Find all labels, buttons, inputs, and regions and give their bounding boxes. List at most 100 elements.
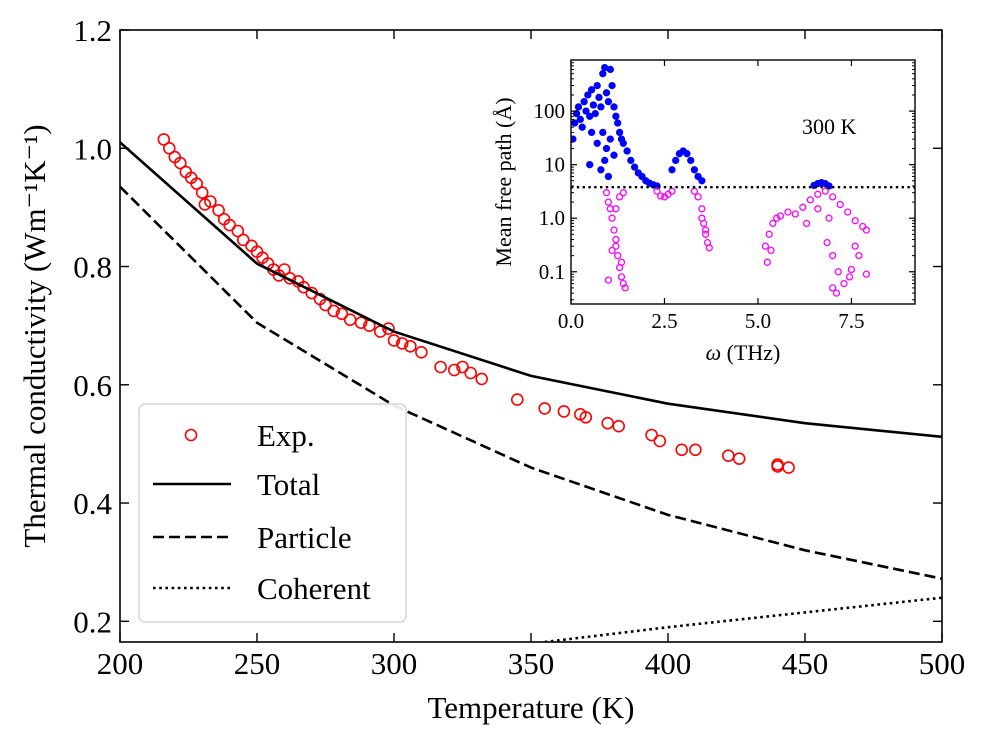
exp-point: [343, 313, 357, 327]
main-x-tick-label: 500: [919, 646, 966, 681]
mfp-point-below: [767, 246, 775, 255]
mfp-point-below: [657, 192, 665, 200]
mfp-point-below: [840, 279, 848, 288]
mfp-point-below: [763, 258, 771, 266]
mfp-point-below: [617, 273, 626, 281]
mfp-point-below: [604, 198, 613, 206]
mfp-point-below: [802, 219, 811, 228]
mfp-point-above: [619, 139, 627, 147]
inset-background: [571, 60, 915, 304]
mfp-point-below: [604, 276, 613, 284]
mfp-point-below: [619, 279, 627, 288]
main-y-axis-label: Thermal conductivity (Wm⁻¹K⁻¹): [17, 124, 52, 547]
exp-point: [335, 307, 349, 321]
main-y-tick-label: 0.6: [73, 368, 112, 403]
mfp-point-below: [855, 251, 863, 260]
inset-x-tick-label: 0.0: [558, 309, 584, 333]
exp-point: [601, 416, 615, 430]
main-x-tick-label: 400: [645, 646, 692, 681]
mfp-point-below: [773, 214, 781, 222]
mfp-point-above: [683, 150, 691, 158]
exp-point: [782, 461, 795, 474]
mfp-point-above: [604, 98, 613, 106]
mfp-point-below: [823, 238, 831, 247]
mfp-point-above: [690, 166, 699, 174]
exp-point: [163, 142, 176, 155]
legend-label-total: Total: [257, 467, 320, 502]
inset-y-axis-label: Mean free path (Å): [491, 97, 516, 266]
mfp-point-below: [610, 226, 618, 234]
exp-point: [675, 443, 689, 457]
exp-point: [404, 339, 417, 353]
mfp-point-above: [610, 103, 618, 111]
mfp-point-above: [599, 128, 607, 137]
mfp-point-above: [601, 156, 609, 165]
mfp-point-above: [610, 151, 618, 159]
exp-point: [354, 316, 368, 330]
mfp-point-below: [859, 222, 867, 231]
inset-plot: 0.0 2.5 5.0 7.5 0.1 1.0 10 100 300 K ω (THz) Me…: [491, 59, 916, 365]
mfp-point-above: [687, 156, 695, 165]
exp-point: [721, 449, 735, 463]
total-line: [120, 141, 942, 439]
exp-point: [538, 402, 552, 415]
exp-point: [327, 304, 341, 318]
main-y-tick-label: 0.8: [73, 250, 112, 285]
mfp-point-below: [845, 273, 854, 281]
inset-x-axis-label: ω (THz): [706, 340, 781, 365]
exp-point: [447, 363, 461, 377]
main-data-layer: [120, 133, 942, 642]
exp-point: [212, 204, 225, 217]
exp-point: [237, 233, 250, 247]
exp-point: [195, 186, 209, 199]
mfp-point-below: [608, 214, 616, 222]
mfp-point-below: [608, 246, 616, 255]
mfp-point-below: [799, 203, 807, 211]
main-ticks: 200 250 300 350 400 450 500 0.2 0.4 0.6 0.8 1.0 1.2: [73, 13, 965, 681]
mfp-point-below: [765, 230, 773, 238]
inset-y-tick-label: 10: [544, 153, 565, 177]
inset-temperature-annotation: 300 K: [802, 114, 857, 139]
mfp-point-above: [668, 166, 676, 174]
mfp-point-below: [806, 196, 814, 204]
mfp-point-above: [612, 112, 620, 120]
main-x-tick-label: 450: [782, 646, 829, 681]
mfp-point-above: [580, 98, 588, 106]
mfp-point-below: [862, 270, 871, 278]
particle-line: [120, 185, 942, 580]
mfp-point-above: [597, 103, 605, 111]
mfp-point-below: [814, 190, 822, 198]
exp-point: [395, 337, 409, 350]
mfp-point-below: [791, 210, 799, 218]
mfp-point-below: [621, 284, 629, 292]
main-x-axis-label: Temperature (K): [428, 690, 635, 725]
legend-label-particle: Particle: [257, 520, 352, 555]
inset-x-tick-label: 2.5: [651, 309, 677, 333]
mfp-point-above: [602, 144, 611, 153]
coherent-line: [544, 596, 942, 642]
mfp-point-below: [612, 235, 620, 244]
exp-point: [204, 195, 217, 208]
mfp-point-above: [593, 139, 601, 147]
legend: Exp. Total Particle Coherent: [138, 403, 407, 623]
inset-y-tick-label: 100: [534, 99, 566, 123]
exp-point: [297, 280, 310, 294]
exp-point: [415, 345, 428, 359]
exp-point: [157, 133, 171, 146]
mfp-point-above: [595, 93, 603, 102]
inset-plot-frame: [570, 59, 916, 305]
mfp-point-below: [617, 258, 626, 266]
mfp-point-below: [769, 219, 777, 228]
main-y-tick-label: 0.2: [73, 604, 112, 639]
mfp-point-below: [851, 242, 859, 250]
main-y-tick-label: 1.2: [73, 13, 112, 48]
exp-point: [689, 443, 702, 457]
exp-point: [612, 419, 626, 433]
mfp-point-below: [701, 226, 710, 234]
mfp-point-above: [586, 161, 594, 169]
mfp-point-below: [761, 242, 770, 250]
mfp-point-below: [612, 242, 620, 250]
mfp-point-below: [784, 208, 792, 216]
mfp-point-above: [578, 123, 586, 131]
